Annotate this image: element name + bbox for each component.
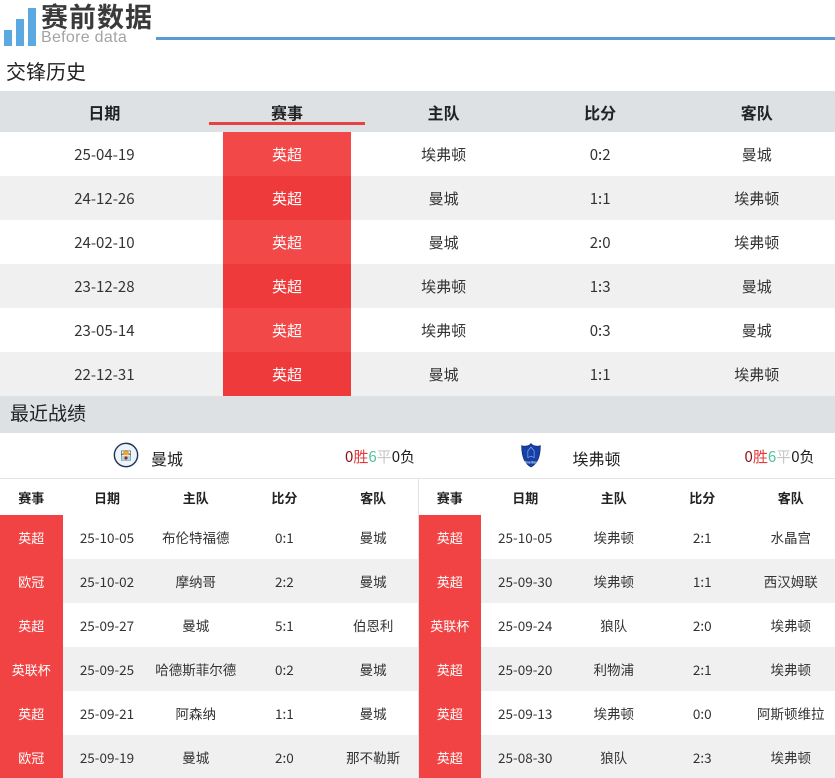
svg-text:Everton: Everton [524,460,536,464]
